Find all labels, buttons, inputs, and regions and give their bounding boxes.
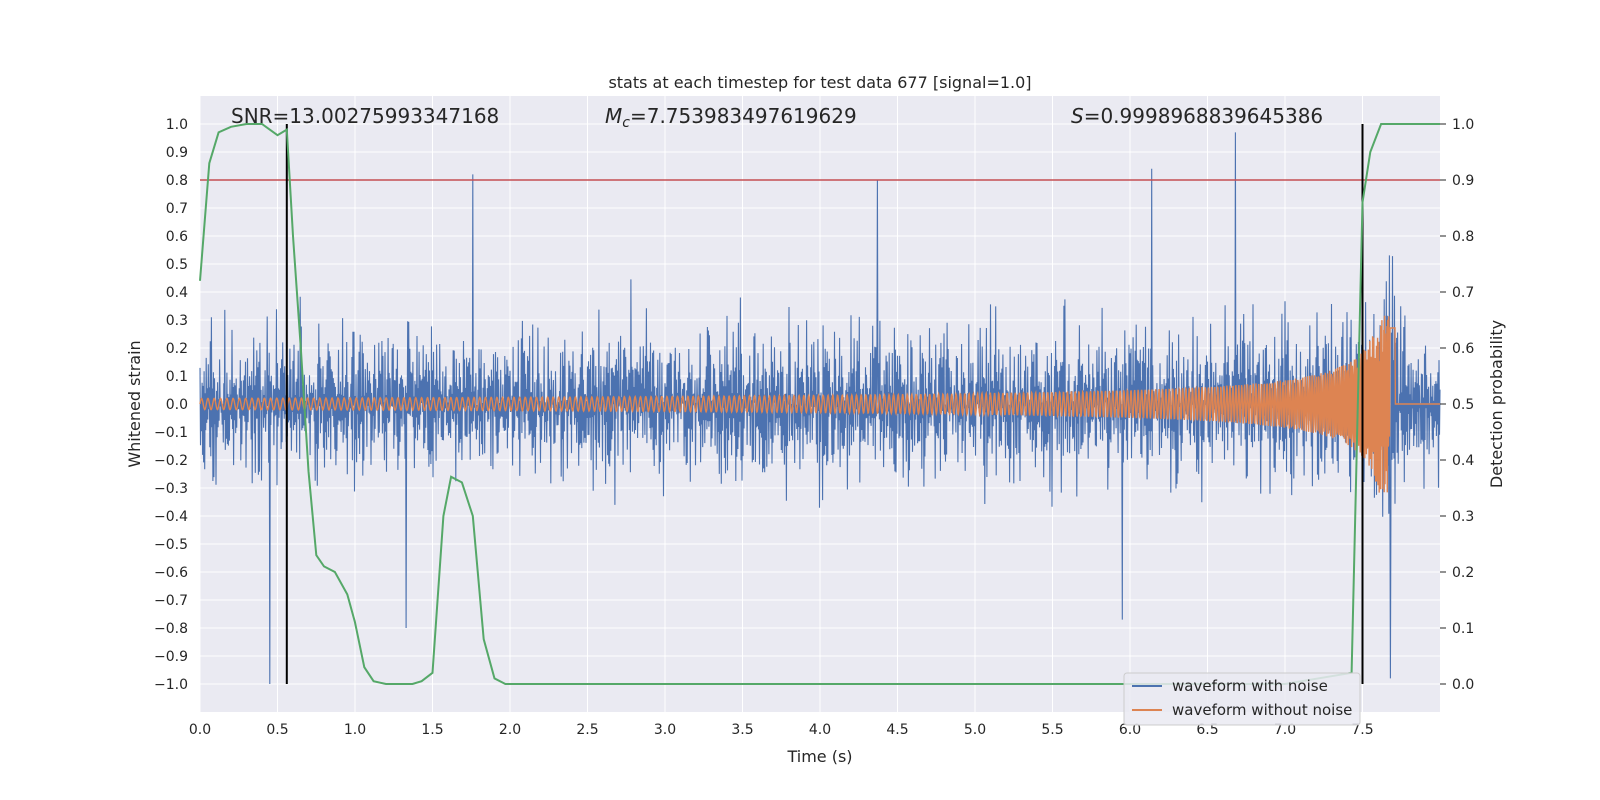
y2-tick-label: 0.2 xyxy=(1452,565,1474,581)
x-axis-ticks: 0.0 0.5 1.0 1.5 2.0 2.5 3.0 3.5 4.0 4.5 5.0 5.5 6.0 6… xyxy=(189,722,1374,738)
x-tick-label: 4.5 xyxy=(886,722,908,738)
x-tick-label: 0.5 xyxy=(266,722,288,738)
x-tick-label: 0.0 xyxy=(189,722,211,738)
y-tick-label: 0.6 xyxy=(166,229,188,245)
y-tick-label: 0.9 xyxy=(166,145,188,161)
y-tick-label: −0.4 xyxy=(154,509,188,525)
legend-label-noise: waveform with noise xyxy=(1172,677,1328,695)
x-tick-label: 1.5 xyxy=(421,722,443,738)
x-tick-label: 3.0 xyxy=(654,722,676,738)
y2-tick-label: 0.8 xyxy=(1452,229,1474,245)
y2-tick-label: 0.4 xyxy=(1452,453,1474,469)
y-tick-label: 0.2 xyxy=(166,341,188,357)
mc-subscript: c xyxy=(622,115,630,131)
x-axis-label: Time (s) xyxy=(786,747,852,766)
x-tick-label: 7.0 xyxy=(1274,722,1296,738)
y-tick-label: 0.7 xyxy=(166,201,188,217)
y2-tick-label: 0.0 xyxy=(1452,677,1474,693)
y-axis-ticks: −1.0 −0.9 −0.8 −0.7 −0.6 −0.5 −0.4 −0.3 −0.2 −0.1… xyxy=(154,117,188,693)
x-tick-label: 4.0 xyxy=(809,722,831,738)
y-tick-label: 0.0 xyxy=(166,397,188,413)
y-tick-label: −0.5 xyxy=(154,537,188,553)
chart-title: stats at each timestep for test data 677… xyxy=(608,73,1031,92)
x-tick-label: 6.0 xyxy=(1119,722,1141,738)
s-value: =0.9998968839645386 xyxy=(1084,104,1323,128)
x-tick-label: 2.0 xyxy=(499,722,521,738)
mc-value: =7.753983497619629 xyxy=(630,104,857,128)
y-tick-label: 0.1 xyxy=(166,369,188,385)
y2-tick-label: 0.9 xyxy=(1452,173,1474,189)
legend-box xyxy=(1123,672,1361,726)
mc-symbol: M xyxy=(605,104,622,128)
clean-waveform-line xyxy=(199,315,1440,493)
y-tick-label: −0.3 xyxy=(154,481,188,497)
x-tick-label: 7.5 xyxy=(1351,722,1373,738)
y2-tick-label: 1.0 xyxy=(1452,117,1474,133)
y-axis-label: Whitened strain xyxy=(125,340,144,467)
y-tick-label: −0.6 xyxy=(154,565,188,581)
x-tick-label: 5.5 xyxy=(1041,722,1063,738)
legend: waveform with noise waveform without noi… xyxy=(1123,672,1361,726)
y-tick-label: 0.3 xyxy=(166,313,188,329)
y2-tick-label: 0.6 xyxy=(1452,341,1474,357)
y2-axis-label: Detection probability xyxy=(1487,320,1506,488)
y2-tick-label: 0.5 xyxy=(1452,397,1474,413)
x-tick-label: 2.5 xyxy=(576,722,598,738)
s-symbol: S xyxy=(1071,104,1084,128)
y-tick-label: −0.8 xyxy=(154,621,188,637)
y-tick-label: −0.2 xyxy=(154,453,188,469)
legend-label-clean: waveform without noise xyxy=(1172,701,1352,719)
snr-annotation: SNR=13.00275993347168 xyxy=(231,104,499,128)
x-tick-label: 6.5 xyxy=(1196,722,1218,738)
x-tick-label: 5.0 xyxy=(964,722,986,738)
y2-tick-label: 0.7 xyxy=(1452,285,1474,301)
y-tick-label: −0.7 xyxy=(154,593,188,609)
series-waveform-without-noise xyxy=(199,315,1440,493)
y2-tick-label: 0.3 xyxy=(1452,509,1474,525)
y-tick-label: −0.9 xyxy=(154,649,188,665)
y2-axis-ticks: 0.0 0.1 0.2 0.3 0.4 0.5 0.6 0.7 0.8 0.9 1.0 xyxy=(1440,117,1474,693)
x-tick-label: 3.5 xyxy=(731,722,753,738)
y2-tick-label: 0.1 xyxy=(1452,621,1474,637)
noisy-waveform-line xyxy=(199,132,1441,685)
x-tick-label: 1.0 xyxy=(344,722,366,738)
chirp-mass-annotation: Mc=7.753983497619629 xyxy=(605,104,857,131)
series-waveform-with-noise xyxy=(199,132,1441,685)
y-tick-label: 0.4 xyxy=(166,285,188,301)
s-annotation: S=0.9998968839645386 xyxy=(1071,104,1323,128)
y-tick-label: 0.8 xyxy=(166,173,188,189)
y-tick-label: 0.5 xyxy=(166,257,188,273)
y-tick-label: 1.0 xyxy=(166,117,188,133)
y-tick-label: −0.1 xyxy=(154,425,188,441)
y-tick-label: −1.0 xyxy=(154,677,188,693)
